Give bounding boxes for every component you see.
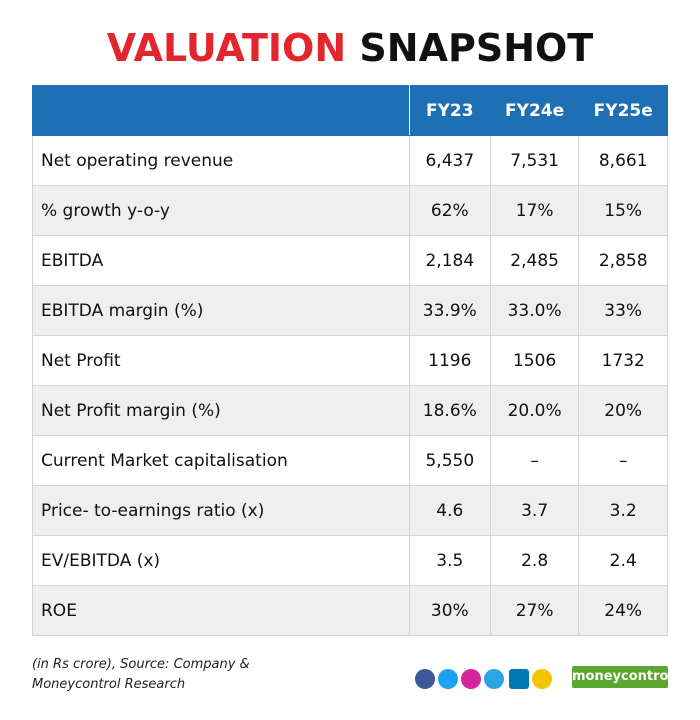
cell-value: 2.8 [489,535,580,586]
cell-value: 33% [578,285,668,336]
cell-value: 2,858 [578,235,668,286]
row-label: Price- to-earnings ratio (x) [32,485,410,536]
cell-value: 3.7 [489,485,580,536]
row-label: EBITDA [32,235,410,286]
table-row: Current Market capitalisation 5,550– – [32,435,668,486]
cell-value: 20.0% [489,385,580,436]
cell-value: 2,485 [489,235,580,286]
table-row: % growth y-o-y 62% 17% 15% [32,185,668,236]
row-label: Net Profit margin (%) [32,385,410,436]
column-header [32,85,410,136]
column-header: FY24e [489,85,580,136]
cell-value: 3.2 [578,485,668,536]
cell-value: 33.0% [489,285,580,336]
row-label: ROE [32,585,410,636]
cell-value: 1196 [408,335,491,386]
cell-value: 2.4 [578,535,668,586]
brand-logo: moneycontrol [572,666,673,688]
cell-value: 5,550 [408,435,491,486]
cell-value: 17% [489,185,580,236]
table-row: ROE 30% 27% 24% [32,585,668,636]
telegram-icon [484,669,504,689]
table-row: Net operating revenue 6,437 7,531 8,661 [32,135,668,186]
row-label: EV/EBITDA (x) [32,535,410,586]
column-header: FY23 [408,85,491,136]
cell-value: 24% [578,585,668,636]
title: VALUATION SNAPSHOT [0,26,700,70]
cell-value: 1732 [578,335,668,386]
table-row: EBITDA margin (%) 33.9% 33.0% 33% [32,285,668,336]
cell-value: 6,437 [408,135,491,186]
twitter-icon [438,669,458,689]
table-row: EV/EBITDA (x) 3.5 2.8 2.4 [32,535,668,586]
table-row: EBITDA 2,184 2,485 2,858 [32,235,668,286]
cell-value: 7,531 [489,135,580,186]
cell-value: 3.5 [408,535,491,586]
table-row: Price- to-earnings ratio (x) 4.6 3.7 3.2 [32,485,668,536]
valuation-table: FY23 FY24e FY25e Net operating revenue 6,437… [32,85,668,636]
row-label: Net operating revenue [32,135,410,186]
cell-value: – [489,435,580,486]
cell-value: 62% [408,185,491,236]
row-label: % growth y-o-y [32,185,410,236]
source-note: (in Rs crore), Source: Company & Moneycon… [32,655,250,695]
cell-value: 33.9% [408,285,491,336]
cell-value: 27% [489,585,580,636]
instagram-icon [461,669,481,689]
header-row: FY23 FY24e FY25e [32,85,668,136]
linkedin-icon [509,669,529,689]
cell-value: 2,184 [408,235,491,286]
cell-value: 30% [408,585,491,636]
cell-value: 20% [578,385,668,436]
column-header: FY25e [578,85,668,136]
cell-value: – [578,435,668,486]
social-icons [415,669,552,689]
row-label: Current Market capitalisation [32,435,410,486]
cell-value: 1506 [489,335,580,386]
row-label: EBITDA margin (%) [32,285,410,336]
cell-value: 18.6% [408,385,491,436]
title-rest: SNAPSHOT [359,26,594,70]
facebook-icon [415,669,435,689]
row-label: Net Profit [32,335,410,386]
note-line: (in Rs crore), Source: Company & [32,657,250,672]
snapchat-icon [532,669,552,689]
note-line: Moneycontrol Research [32,677,186,692]
cell-value: 15% [578,185,668,236]
cell-value: 8,661 [578,135,668,186]
table-row: Net Profit margin (%) 18.6% 20.0% 20% [32,385,668,436]
table-row: Net Profit 1196 1506 1732 [32,335,668,386]
cell-value: 4.6 [408,485,491,536]
title-highlight: VALUATION [106,26,347,70]
